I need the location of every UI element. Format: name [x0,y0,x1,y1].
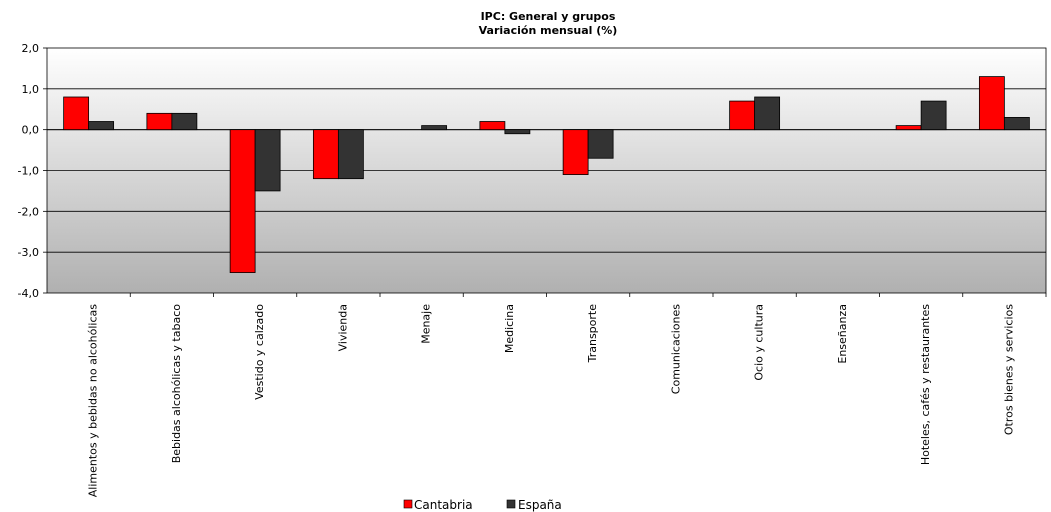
x-category-label: Medicina [503,304,516,353]
x-category-label: Vivienda [336,304,349,351]
y-tick-label: -2,0 [18,205,39,218]
x-category-label: Transporte [586,304,599,364]
bar-cantabria [229,129,256,273]
x-category-label: Comunicaciones [669,304,682,394]
chart-title: IPC: General y grupos [481,10,616,23]
legend: Cantabria España [403,498,562,512]
x-category-label: Enseñanza [836,304,849,364]
bar-cantabria [562,129,589,175]
x-category-label: Hoteles, cafés y restaurantes [919,304,932,465]
chart-subtitle: Variación mensual (%) [479,24,618,37]
bar-cantabria [479,121,506,131]
x-category-label: Vestido y calzado [253,304,266,400]
bar-espana [504,129,531,135]
bar-espana [421,125,448,131]
x-category-label: Menaje [420,304,433,344]
bars [63,76,1030,273]
legend-swatch-cantabria [403,499,413,509]
y-tick-label: 1,0 [22,83,40,96]
bar-espana [1003,117,1030,131]
legend-swatch-espana [506,499,516,509]
x-category-label: Ocio y cultura [753,304,766,381]
y-tick-label: 0,0 [22,124,40,137]
bar-cantabria [729,100,756,131]
bar-espana [920,100,947,131]
bar-espana [88,121,115,131]
y-tick-label: -1,0 [18,165,39,178]
x-category-label: Otros bienes y servicios [1002,304,1015,435]
x-axis-categories: Alimentos y bebidas no alcohólicas Bebida… [87,293,1047,497]
bar-espana [254,129,281,192]
y-tick-label: -3,0 [18,246,39,259]
y-axis-ticks: 2,0 1,0 0,0 -1,0 -2,0 -3,0 -4,0 [18,42,47,300]
bar-cantabria [895,125,922,131]
bar-cantabria [63,96,90,131]
x-category-label: Bebidas alcohólicas y tabaco [170,304,183,464]
y-tick-label: 2,0 [22,42,40,55]
bar-espana [337,129,364,180]
gridlines [47,88,1046,253]
bar-cantabria [312,129,339,180]
bar-espana [587,129,614,159]
y-tick-label: -4,0 [18,287,39,300]
bar-cantabria [146,112,173,131]
legend-label-cantabria: Cantabria [414,498,473,512]
x-category-label: Alimentos y bebidas no alcohólicas [87,304,100,497]
bar-espana [171,112,198,131]
bar-espana [754,96,781,131]
bar-cantabria [978,76,1005,131]
legend-label-espana: España [518,498,562,512]
